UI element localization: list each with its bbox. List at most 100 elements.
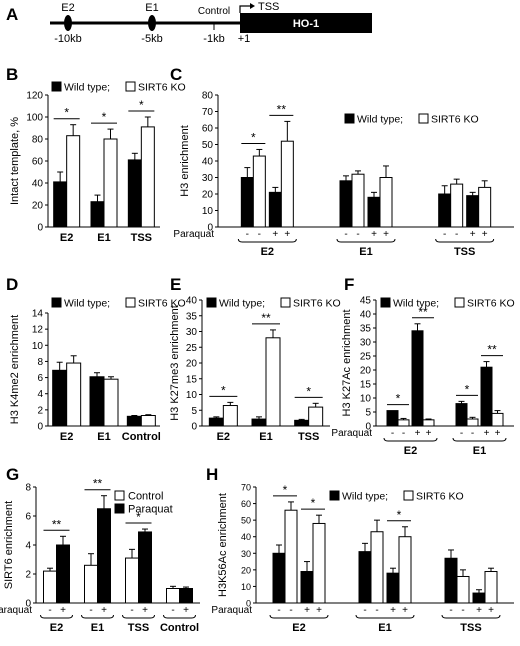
y-tick-label: 70 — [202, 107, 214, 118]
x-category-label: E2 — [50, 622, 63, 634]
y-tick-label: 20 — [32, 201, 44, 212]
treatment-label: Paraquat — [331, 428, 372, 439]
bar — [265, 337, 281, 427]
y-axis-label: H3 K4me2 enrichment — [9, 315, 21, 424]
panel-label-a: A — [6, 5, 18, 24]
group-bracket — [383, 437, 438, 442]
chart-e: 0 5 10 15 20 25 30 35 40 H3 K27me3 enrichment Wild… — [169, 296, 341, 444]
y-axis-label: H3K56Ac enrichment — [217, 493, 229, 597]
panel-label-c: C — [170, 65, 182, 84]
legend-label: Wild type; — [357, 114, 403, 126]
y-tick-label: 25 — [360, 352, 372, 363]
y-tick-label: 60 — [202, 124, 214, 135]
treatment-sign: + — [484, 428, 490, 439]
y-tick-label: 60 — [241, 499, 251, 509]
y-tick-label: 0 — [37, 223, 43, 234]
treatment-sign: - — [391, 428, 394, 439]
significance-mark: * — [306, 384, 311, 398]
group-bracket — [163, 614, 196, 619]
treatment-sign: + — [101, 605, 107, 616]
y-tick-label: 40 — [360, 310, 372, 321]
legend-swatch — [403, 490, 414, 501]
x-category-label: TSS — [131, 232, 152, 244]
element-e1-label: E1 — [145, 2, 158, 14]
y-tick-label: 10 — [32, 341, 44, 352]
bar — [308, 406, 324, 427]
bar — [89, 376, 105, 427]
bar — [53, 181, 68, 228]
group-bracket — [336, 238, 396, 243]
bar — [358, 551, 372, 604]
legend-swatch — [329, 490, 340, 501]
legend-label: SIRT6 KO — [431, 114, 479, 126]
legend-swatch — [51, 81, 62, 92]
bar — [90, 201, 105, 228]
treatment-label: Paraquat — [173, 229, 214, 240]
bar — [103, 378, 119, 427]
y-tick-label: 10 — [360, 394, 372, 405]
bar — [312, 522, 326, 604]
bar — [397, 419, 410, 427]
treatment-sign: - — [344, 229, 347, 240]
treatment-sign: - — [130, 605, 133, 616]
y-tick-label: 0 — [207, 223, 213, 234]
group-bracket — [237, 238, 297, 243]
x-category-label: E1 — [91, 622, 104, 634]
y-tick-label: 30 — [186, 327, 198, 338]
legend: Wild type; SIRT6 KO — [51, 81, 186, 94]
y-tick-label: 0 — [365, 422, 371, 433]
bar — [126, 415, 142, 427]
x-category-label: E1 — [97, 232, 110, 244]
legend-swatch — [344, 113, 355, 124]
bar — [339, 180, 353, 228]
bar — [280, 140, 294, 228]
legend-swatch — [280, 297, 291, 308]
y-tick-label: 40 — [202, 157, 214, 168]
x-category-label: E1 — [259, 431, 272, 443]
x-category-label: TSS — [128, 622, 149, 634]
treatment-sign: - — [449, 605, 452, 616]
legend-label: Wild type; — [64, 298, 110, 310]
significance-mark: ** — [52, 517, 62, 531]
significance-mark: ** — [93, 477, 103, 491]
treatment-sign: + — [476, 605, 482, 616]
treatment-sign: + — [426, 428, 432, 439]
control-label: Control — [198, 6, 230, 17]
bar — [370, 531, 384, 604]
tss-label: TSS — [258, 1, 279, 13]
y-tick-label: 100 — [26, 113, 43, 124]
significance-mark: * — [465, 382, 470, 396]
legend-swatch — [418, 113, 429, 124]
legend-swatch — [51, 297, 62, 308]
legend: Wild type; SIRT6 KO — [380, 297, 515, 310]
treatment-sign: + — [470, 229, 476, 240]
legend-label: SIRT6 KO — [467, 298, 515, 310]
group-bracket — [355, 614, 415, 619]
treatment-sign: - — [356, 229, 359, 240]
significance-mark: * — [251, 130, 256, 144]
treatment-label: Paraquat — [0, 605, 32, 616]
y-tick-label: 40 — [32, 179, 44, 190]
y-tick-label: 20 — [360, 366, 372, 377]
y-tick-label: 10 — [186, 390, 198, 401]
panel-label-b: B — [6, 65, 18, 84]
y-tick-label: 8 — [37, 357, 43, 368]
y-tick-label: 60 — [32, 157, 44, 168]
x-category-label: Control — [122, 431, 161, 443]
bar — [411, 330, 424, 427]
group-bracket — [40, 614, 73, 619]
legend-swatch — [114, 490, 125, 501]
bar — [84, 564, 98, 604]
element-e2-marker — [64, 15, 72, 31]
treatment-sign: + — [402, 605, 408, 616]
legend-label: SIRT6 KO — [293, 298, 341, 310]
chart-f: 0 5 10 15 20 25 30 35 40 45 H3 K27Ac enrichment Wil… — [331, 296, 514, 458]
treatment-sign: + — [142, 605, 148, 616]
treatment-sign: - — [461, 605, 464, 616]
treatment-sign: + — [183, 605, 189, 616]
y-tick-label: 2 — [25, 570, 31, 581]
y-axis-label: H3 K27me3 enrichment — [169, 305, 181, 421]
